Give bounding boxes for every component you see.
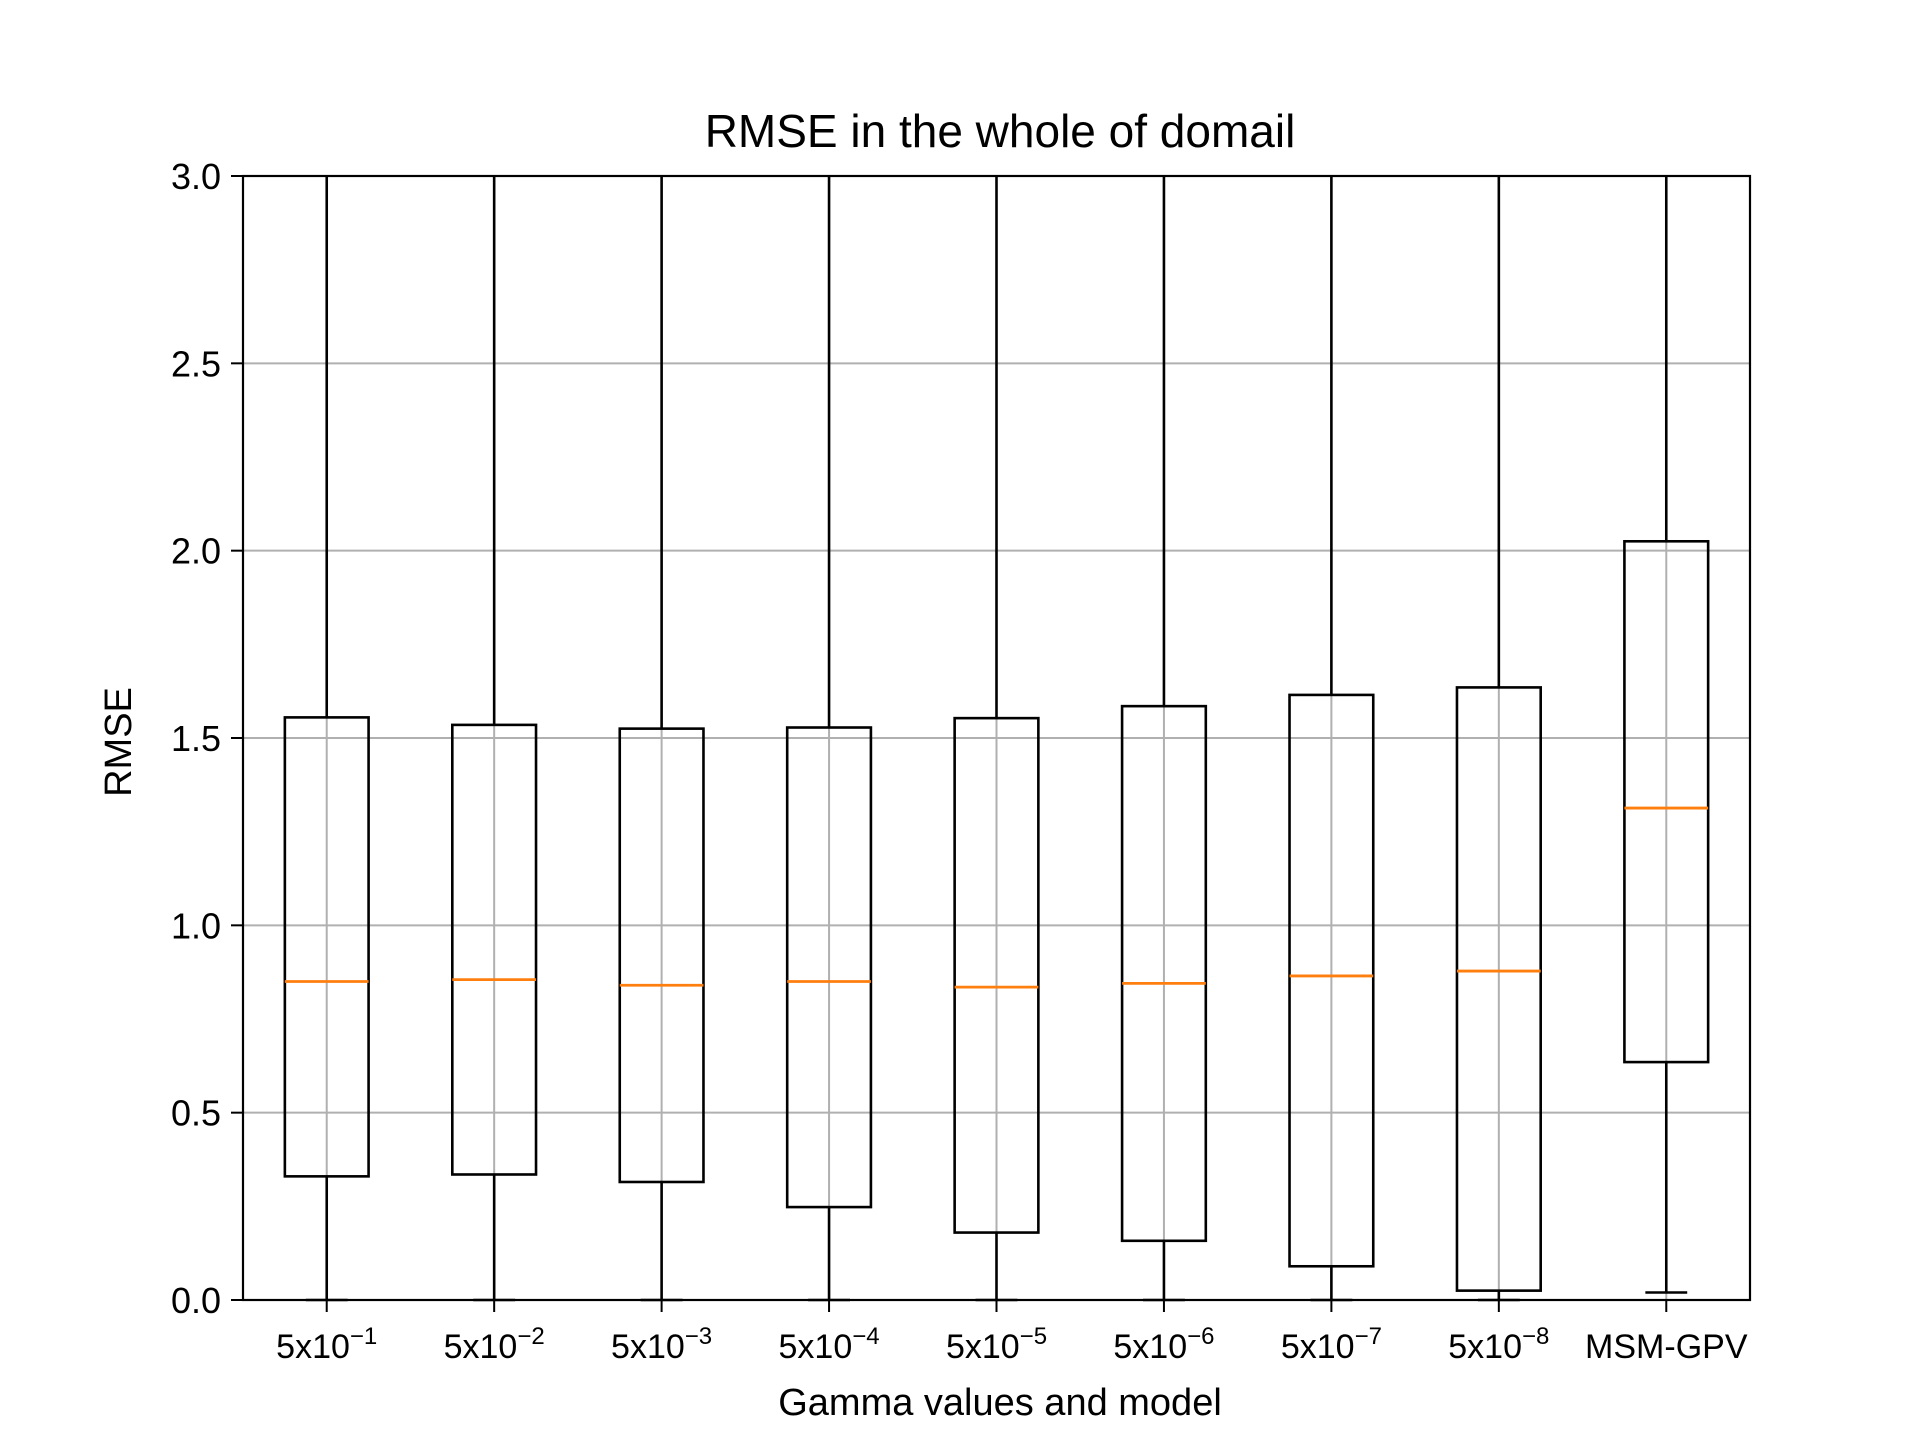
- y-ticks: 0.0 0.5 1.0 1.5 2.0 2.5 3.0: [171, 156, 243, 1321]
- y-tick-label: 1.5: [171, 718, 221, 759]
- box-8: [1455, 176, 1542, 1302]
- box-body: [283, 716, 370, 1178]
- x-tick-label: 5x10−7: [1281, 1323, 1382, 1366]
- box-body: [1455, 686, 1542, 1292]
- box-7: [1288, 176, 1375, 1302]
- box-body: [953, 716, 1040, 1234]
- box-body: [618, 727, 705, 1184]
- x-tick-label: 5x10−5: [946, 1323, 1047, 1366]
- boxes: [283, 176, 1710, 1302]
- y-tick-label: 2.0: [171, 531, 221, 572]
- x-tick-label: 5x10−3: [611, 1323, 712, 1366]
- box-3: [618, 176, 705, 1302]
- x-tick-label: 5x10−1: [276, 1323, 377, 1366]
- chart-title: RMSE in the whole of domail: [705, 105, 1296, 157]
- box-5: [953, 176, 1040, 1302]
- x-tick-label: 5x10−6: [1113, 1323, 1214, 1366]
- box-6: [1120, 176, 1208, 1302]
- box-9: [1623, 176, 1710, 1294]
- box-body: [1288, 693, 1375, 1268]
- box-1: [283, 176, 370, 1302]
- y-tick-label: 3.0: [171, 156, 221, 197]
- x-tick-label: MSM-GPV: [1585, 1328, 1748, 1366]
- box-body: [1623, 539, 1710, 1064]
- x-tick-label: 5x10−4: [779, 1323, 880, 1366]
- y-axis-label: RMSE: [98, 687, 140, 797]
- x-tick-label: 5x10−8: [1448, 1323, 1549, 1366]
- y-tick-label: 1.0: [171, 905, 221, 946]
- box-body: [785, 726, 873, 1209]
- x-axis-label: Gamma values and model: [778, 1382, 1222, 1424]
- x-tick-label: 5x10−2: [444, 1323, 545, 1366]
- y-tick-label: 0.0: [171, 1280, 221, 1321]
- x-ticks: 5x10−1 5x10−2 5x10−3 5x10−4 5x10−5 5x10−6 5x10…: [276, 1300, 1748, 1366]
- box-body: [451, 723, 538, 1176]
- y-tick-label: 0.5: [171, 1093, 221, 1134]
- y-tick-label: 2.5: [171, 343, 221, 384]
- box-body: [1120, 704, 1208, 1243]
